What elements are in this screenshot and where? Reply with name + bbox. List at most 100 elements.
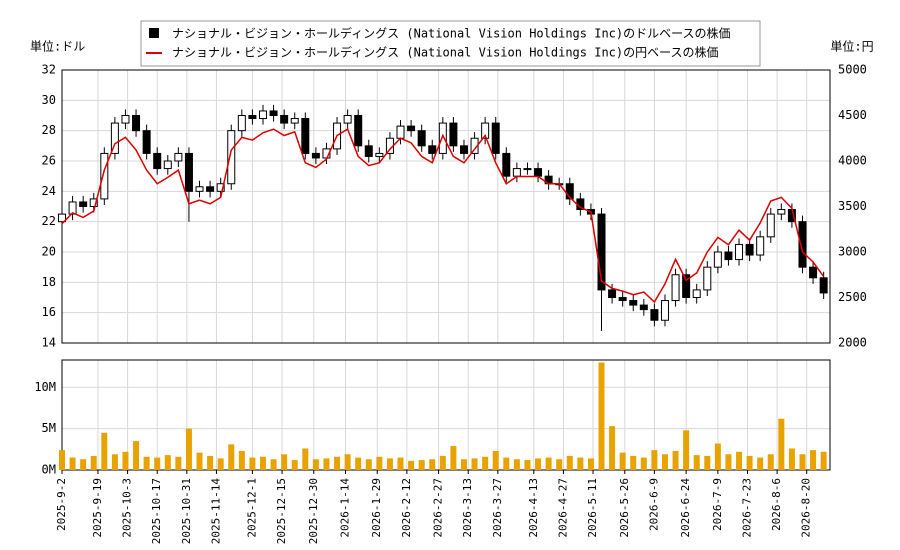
volume-bar [238, 450, 245, 470]
x-tick-label: 2025-12-30 [307, 478, 320, 544]
y-tick-label: 26 [42, 154, 56, 168]
x-tick-label: 2026-7-9 [711, 478, 724, 531]
volume-bar [355, 457, 362, 470]
candle-body [481, 122, 490, 139]
volume-bar [228, 444, 235, 470]
volume-bar [122, 451, 129, 470]
volume-bar [609, 426, 616, 470]
y-tick-label: 0M [42, 463, 56, 477]
volume-bar [418, 460, 425, 470]
candle-body [428, 145, 437, 154]
volume-bar [556, 459, 563, 470]
y-tick-label: 14 [42, 336, 56, 350]
candle-body [534, 168, 543, 177]
legend-label: ナショナル・ビジョン・ホールディングス (National Vision Hol… [172, 26, 731, 41]
y2-tick-label: 2000 [838, 336, 867, 350]
candle-body [280, 115, 289, 124]
volume-bar [344, 454, 351, 470]
legend-swatch [149, 28, 159, 38]
x-tick-label: 2026-7-23 [740, 478, 753, 538]
volume-bar [587, 458, 594, 470]
y-tick-label: 28 [42, 123, 56, 137]
candle-body [407, 125, 416, 132]
volume-bar [672, 450, 679, 470]
volume-bar [661, 454, 668, 470]
volume-bar [164, 455, 171, 470]
volume-bar [196, 452, 203, 470]
volume-bar [651, 450, 658, 470]
plot-frame [61, 69, 831, 344]
volume-bar [312, 459, 319, 470]
candle-body [174, 152, 183, 162]
candle-body [100, 152, 109, 200]
volume-bar [577, 457, 584, 470]
volume-bar [492, 450, 499, 470]
y2-tick-label: 3000 [838, 245, 867, 259]
candle-body [364, 145, 373, 157]
candle-body [703, 266, 712, 291]
volume-bar [408, 460, 415, 470]
volume-bar [598, 362, 605, 470]
candle-body [110, 122, 119, 154]
volume-bar [133, 441, 140, 470]
volume-bar [249, 457, 256, 470]
candle-body [258, 110, 267, 120]
volume-bar [460, 459, 467, 470]
volume-bar [524, 460, 531, 470]
y2-tick-label: 3500 [838, 199, 867, 213]
volume-bar [545, 457, 552, 470]
volume-bar [111, 454, 118, 470]
y2-unit: 単位:円 [830, 39, 873, 54]
volume-bar [566, 455, 573, 470]
candle-body [375, 152, 384, 157]
x-tick-label: 2026-5-11 [586, 478, 599, 538]
volume-bar [757, 457, 764, 470]
legend-label: ナショナル・ビジョン・ホールディングス (National Vision Hol… [172, 45, 719, 60]
candle-body [301, 118, 310, 154]
y-tick-label: 10M [34, 380, 56, 394]
volume-bar [90, 455, 97, 470]
y-tick-label: 22 [42, 214, 56, 228]
y-tick-label: 20 [42, 245, 56, 259]
candle-body [745, 243, 754, 256]
x-tick-label: 2026-1-29 [370, 478, 383, 538]
y2-tick-label: 5000 [838, 63, 867, 77]
volume-bar [810, 450, 817, 470]
x-tick-label: 2025-9-2 [55, 478, 68, 531]
candle-body [608, 289, 617, 298]
x-tick-label: 2025-10-3 [121, 478, 134, 538]
candle-body [417, 130, 426, 147]
candle-body [735, 243, 744, 261]
y-tick-label: 30 [42, 93, 56, 107]
candle-body [58, 213, 66, 223]
candle-body [459, 145, 468, 154]
volume-bar [746, 455, 753, 470]
candle-body [724, 251, 733, 261]
volume-bar [259, 456, 266, 470]
volume-bar [175, 456, 182, 470]
x-tick-label: 2026-5-26 [618, 478, 631, 538]
candle-body [354, 115, 363, 147]
candle-body [597, 213, 606, 291]
volume-bar [820, 451, 827, 470]
x-tick-label: 2025-10-31 [180, 478, 193, 544]
candle-body [565, 183, 574, 200]
candle-body [195, 186, 204, 192]
candle-body [650, 309, 659, 321]
candle-body [798, 221, 807, 268]
x-tick-label: 2025-11-14 [209, 478, 222, 545]
candle-body [756, 236, 765, 256]
volume-bar [207, 455, 214, 470]
volume-bar [386, 458, 393, 470]
volume-bar [778, 418, 785, 470]
x-tick-label: 2026-2-27 [432, 478, 445, 538]
y2-tick-label: 4000 [838, 154, 867, 168]
candle-body [819, 277, 828, 294]
volume-bar [482, 456, 489, 470]
y-tick-label: 16 [42, 305, 56, 319]
candle-body [491, 122, 500, 154]
volume-bar [334, 456, 341, 470]
candle-body [269, 110, 278, 116]
x-tick-label: 2026-6-24 [679, 478, 692, 538]
volume-bar [535, 458, 542, 470]
